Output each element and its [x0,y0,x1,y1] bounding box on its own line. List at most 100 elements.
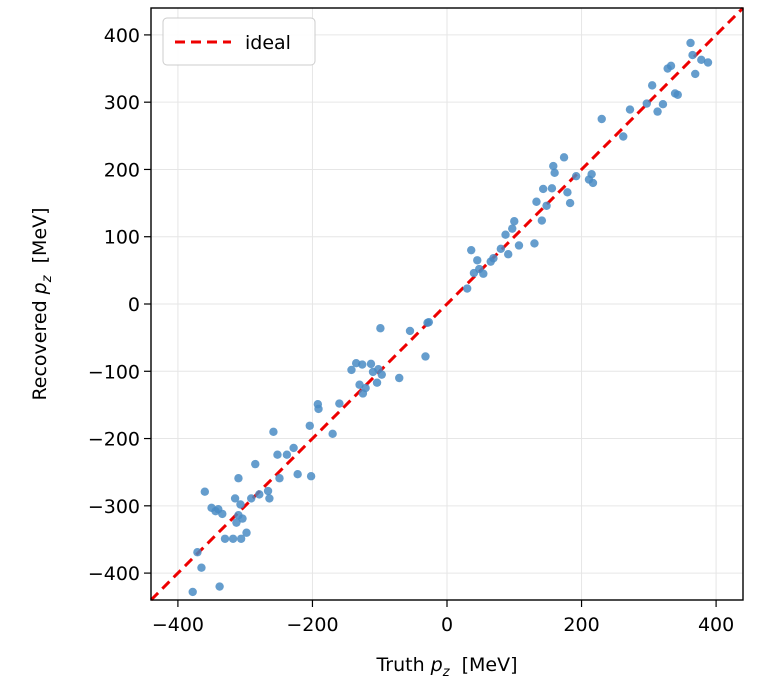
data-point-73 [549,161,558,171]
data-point-33 [314,404,323,414]
data-point-87 [653,107,662,116]
y-tick-label-5: 100 [104,227,140,249]
data-point-22 [263,486,273,496]
data-point-96 [697,55,706,64]
data-point-78 [571,171,581,181]
data-point-65 [510,217,519,226]
data-point-62 [501,230,510,239]
y-tick-label-4: 0 [128,294,140,316]
data-point-83 [619,132,628,141]
data-point-3 [200,487,210,496]
data-point-82 [597,114,606,124]
data-point-28 [289,443,298,453]
data-point-92 [673,90,682,99]
x-tick-label-2: 0 [441,614,453,636]
data-point-53 [462,284,472,293]
y-axis-label-suffix: [MeV] [29,207,51,275]
y-tick-label-0: −400 [88,563,140,585]
data-point-15 [236,500,245,509]
legend-ideal-label: ideal [245,32,291,54]
data-point-41 [361,383,370,393]
data-point-74 [550,168,559,178]
data-point-11 [230,494,240,503]
data-point-81 [588,178,598,188]
data-point-76 [563,188,572,197]
data-points [188,38,713,597]
x-axis: −400 −200 0 200 400 [152,600,734,636]
data-point-63 [504,250,513,259]
y-axis-label-var: p [29,282,51,295]
y-axis-label: Recovered pz [MeV] [29,207,55,400]
data-point-31 [306,472,316,481]
x-tick-label-3: 200 [563,614,599,636]
data-point-10 [228,534,238,543]
grid-lines [151,8,743,600]
x-tick-label-4: 400 [698,614,734,636]
data-point-21 [255,490,264,499]
data-point-66 [514,241,524,250]
data-point-60 [489,254,498,263]
data-point-94 [688,50,697,60]
data-point-77 [565,198,575,208]
data-point-72 [547,184,557,193]
legend: ideal [162,17,316,66]
data-point-75 [559,153,569,162]
data-point-2 [197,563,206,572]
x-tick-label-0: −400 [152,614,204,636]
data-point-95 [691,69,700,79]
data-point-46 [376,324,385,333]
x-axis-label-prefix: Truth [375,654,430,676]
data-point-49 [405,326,415,336]
data-point-71 [542,201,551,210]
data-point-27 [282,450,292,459]
data-point-19 [247,494,256,503]
data-point-1 [193,548,202,557]
data-point-25 [273,450,282,459]
data-point-35 [335,399,344,408]
data-point-29 [293,470,302,479]
data-point-0 [188,587,197,597]
x-tick-label-1: −200 [286,614,338,636]
y-axis-label-sub: z [40,274,55,283]
y-axis-label-prefix: Recovered [29,294,51,400]
data-point-18 [242,528,251,537]
data-point-48 [395,373,404,383]
data-point-26 [275,474,284,483]
data-point-17 [238,514,247,523]
data-point-88 [658,100,668,109]
data-point-14 [234,474,243,483]
data-point-50 [421,352,430,361]
data-point-16 [236,534,246,543]
data-point-44 [372,378,382,387]
data-point-64 [508,224,517,233]
data-point-58 [479,269,488,278]
data-point-42 [366,359,376,369]
data-point-56 [473,256,482,265]
y-axis: −400 −300 −200 −100 0 100 200 300 400 [88,25,151,585]
x-axis-label-sub: z [442,665,451,680]
y-tick-label-6: 200 [104,159,140,181]
data-point-84 [625,105,635,114]
data-point-97 [703,58,713,67]
x-axis-label-suffix: [MeV] [450,654,518,676]
data-point-86 [647,81,657,90]
y-tick-label-1: −300 [88,496,140,518]
data-point-12 [232,518,241,527]
data-point-9 [220,534,230,543]
data-point-39 [358,360,367,369]
x-axis-label-var: p [430,654,443,676]
y-tick-label-3: −100 [88,361,140,383]
data-point-34 [328,429,337,439]
data-point-20 [251,459,260,469]
data-point-8 [218,509,227,519]
data-point-30 [305,421,314,430]
y-tick-label-7: 300 [104,92,140,114]
data-point-90 [666,61,676,71]
data-point-93 [686,38,695,48]
data-point-67 [530,239,539,248]
data-point-23 [265,494,274,503]
legend-box [162,17,316,66]
data-point-69 [537,216,547,225]
data-point-80 [587,169,596,179]
